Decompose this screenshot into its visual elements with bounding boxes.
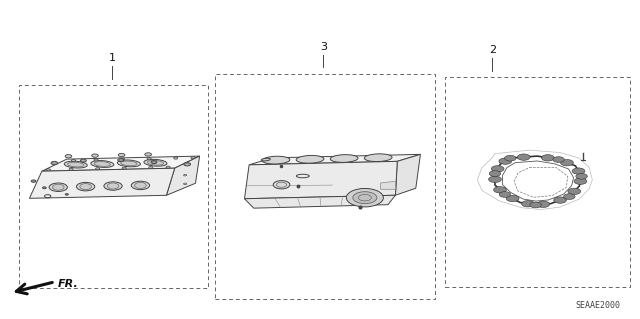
Ellipse shape — [117, 160, 140, 167]
Circle shape — [517, 154, 530, 160]
Polygon shape — [244, 161, 397, 199]
Ellipse shape — [364, 154, 392, 162]
Ellipse shape — [134, 182, 147, 189]
Circle shape — [537, 201, 550, 207]
Ellipse shape — [121, 161, 137, 166]
Circle shape — [576, 174, 588, 179]
Circle shape — [92, 154, 99, 157]
Circle shape — [42, 187, 46, 189]
Circle shape — [568, 188, 580, 195]
Ellipse shape — [144, 160, 167, 166]
Circle shape — [506, 195, 519, 202]
Ellipse shape — [296, 155, 324, 163]
Circle shape — [173, 157, 178, 159]
Polygon shape — [29, 168, 175, 198]
Polygon shape — [249, 154, 420, 165]
Ellipse shape — [262, 156, 290, 164]
Ellipse shape — [261, 158, 270, 161]
Ellipse shape — [68, 162, 84, 167]
Circle shape — [541, 155, 554, 161]
Circle shape — [81, 159, 86, 162]
Circle shape — [346, 189, 383, 207]
Ellipse shape — [147, 160, 164, 165]
Circle shape — [65, 194, 68, 195]
Circle shape — [554, 197, 566, 203]
Circle shape — [273, 181, 290, 189]
Circle shape — [504, 155, 516, 161]
Circle shape — [522, 201, 534, 207]
Circle shape — [561, 160, 573, 166]
Circle shape — [499, 158, 512, 164]
Ellipse shape — [77, 182, 95, 191]
Ellipse shape — [104, 182, 122, 190]
Circle shape — [191, 157, 195, 159]
Circle shape — [574, 178, 587, 184]
Bar — [19, 85, 208, 288]
Circle shape — [353, 192, 377, 204]
Circle shape — [499, 192, 511, 197]
Ellipse shape — [94, 162, 111, 166]
Circle shape — [148, 167, 153, 168]
Circle shape — [572, 168, 585, 174]
Ellipse shape — [49, 183, 67, 191]
Circle shape — [51, 161, 58, 165]
Ellipse shape — [108, 183, 119, 189]
Circle shape — [184, 163, 191, 166]
Circle shape — [492, 166, 504, 172]
Circle shape — [69, 168, 73, 170]
Ellipse shape — [80, 184, 92, 189]
Text: 2: 2 — [489, 45, 496, 55]
Circle shape — [31, 180, 36, 182]
Text: 3: 3 — [320, 41, 326, 51]
Circle shape — [65, 155, 72, 158]
Text: SEAAE2000: SEAAE2000 — [575, 301, 620, 310]
Circle shape — [166, 166, 170, 168]
Bar — [445, 77, 630, 286]
Circle shape — [71, 160, 76, 161]
Circle shape — [530, 202, 541, 208]
Polygon shape — [396, 154, 420, 195]
Ellipse shape — [131, 181, 150, 189]
Circle shape — [47, 169, 51, 171]
Circle shape — [147, 158, 151, 160]
Polygon shape — [166, 156, 200, 195]
Circle shape — [94, 159, 98, 161]
Bar — [214, 74, 435, 299]
Text: 1: 1 — [109, 53, 116, 63]
Circle shape — [120, 158, 125, 160]
Circle shape — [95, 168, 100, 170]
Circle shape — [118, 159, 124, 161]
Polygon shape — [381, 181, 396, 189]
Circle shape — [122, 167, 126, 169]
Polygon shape — [42, 156, 200, 171]
Ellipse shape — [64, 161, 87, 168]
Ellipse shape — [91, 160, 114, 167]
Circle shape — [118, 153, 125, 157]
Circle shape — [489, 171, 500, 176]
Circle shape — [488, 176, 501, 182]
Circle shape — [493, 187, 506, 193]
Ellipse shape — [52, 184, 64, 190]
Circle shape — [564, 194, 575, 199]
Circle shape — [553, 157, 564, 162]
Circle shape — [145, 153, 152, 156]
Text: FR.: FR. — [58, 279, 79, 289]
Circle shape — [151, 161, 157, 164]
Polygon shape — [244, 195, 396, 208]
Ellipse shape — [330, 155, 358, 162]
